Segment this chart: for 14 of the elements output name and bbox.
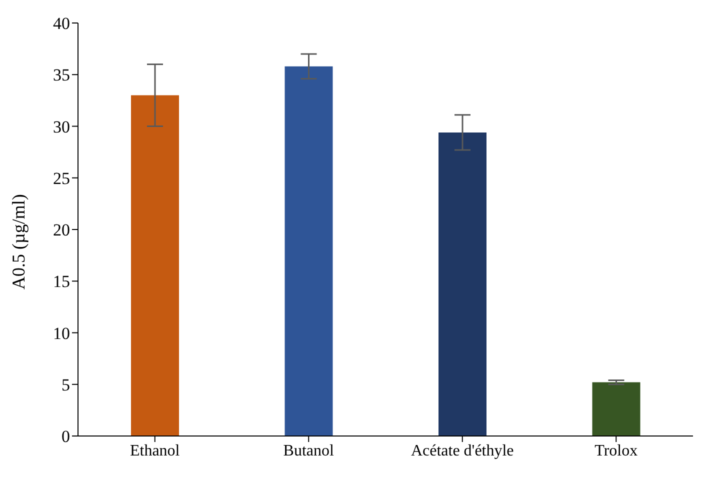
y-tick-label: 25 [53, 168, 70, 188]
x-tick-label: Acétate d'éthyle [410, 442, 514, 460]
y-tick-label: 40 [53, 14, 70, 34]
y-tick-label: 0 [62, 427, 70, 446]
y-tick-label: 5 [62, 375, 70, 394]
y-tick-label: 20 [53, 220, 70, 240]
x-tick-label: Trolox [594, 442, 638, 460]
y-tick-label: 30 [53, 117, 70, 136]
y-axis-title: A0.5 (µg/ml) [8, 194, 28, 290]
x-tick-label: Ethanol [130, 442, 180, 460]
y-tick-label: 15 [53, 272, 70, 292]
y-tick-label: 35 [53, 66, 70, 85]
x-tick-label: Butanol [283, 442, 335, 460]
y-tick-label: 10 [53, 324, 70, 343]
